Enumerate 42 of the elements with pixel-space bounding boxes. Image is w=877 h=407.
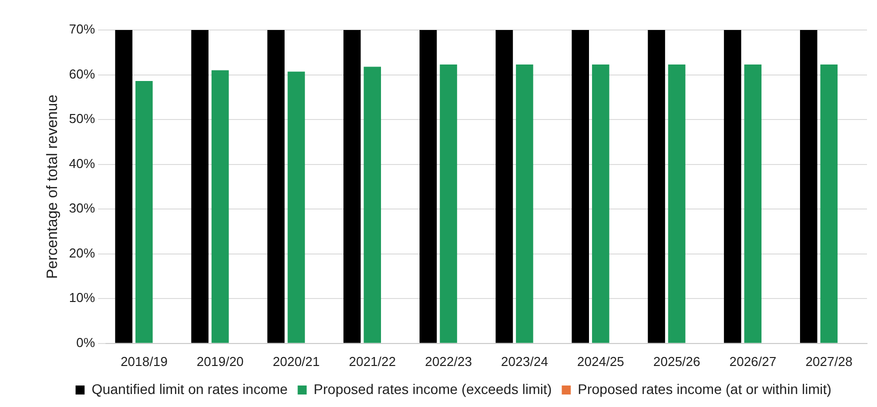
x-tick-label: 2026/27: [729, 354, 776, 369]
legend-label: Quantified limit on rates income: [92, 380, 288, 397]
y-tick-label: 50%: [68, 111, 96, 126]
y-tick-label: 30%: [68, 200, 96, 216]
x-tick-label: 2020/21: [272, 354, 320, 369]
bar: [516, 64, 534, 343]
x-tick-label: 2021/22: [348, 354, 396, 369]
legend-label: Proposed rates income (exceeds limit): [314, 380, 552, 397]
bar: [592, 64, 610, 343]
x-tick-label: 2023/24: [501, 354, 548, 369]
bar: [820, 64, 838, 343]
x-tick-label: 2019/20: [196, 354, 244, 369]
bar: [267, 30, 285, 343]
y-tick-label: 40%: [68, 156, 96, 171]
x-tick-label: 2022/23: [424, 354, 472, 369]
x-tick-label: 2027/28: [805, 354, 852, 369]
legend-label: Proposed rates income (at or within limit): [578, 380, 832, 397]
y-tick-label: 10%: [68, 290, 96, 306]
bar: [648, 30, 666, 343]
bar: [135, 81, 153, 343]
x-tick-label: 2025/26: [653, 354, 700, 369]
bar: [288, 72, 305, 343]
bar: [212, 70, 229, 343]
y-axis-title: Percentage of total revenue: [44, 94, 62, 279]
bar: [343, 30, 361, 343]
bar: [191, 30, 208, 343]
y-tick-label: 60%: [68, 66, 96, 82]
y-tick-label: 20%: [68, 245, 96, 260]
bar: [364, 66, 381, 343]
bar: [420, 30, 437, 343]
bar: [800, 30, 818, 343]
bar: [668, 64, 686, 343]
bar: [496, 30, 513, 343]
bar: [440, 64, 458, 343]
x-tick-label: 2024/25: [577, 354, 624, 369]
x-tick-label: 2018/19: [120, 354, 168, 369]
y-tick-label: 70%: [68, 22, 96, 37]
bar: [744, 64, 762, 343]
bar: [115, 30, 132, 343]
bar: [572, 30, 589, 343]
y-tick-label: 0%: [76, 334, 96, 350]
bar: [724, 30, 742, 343]
